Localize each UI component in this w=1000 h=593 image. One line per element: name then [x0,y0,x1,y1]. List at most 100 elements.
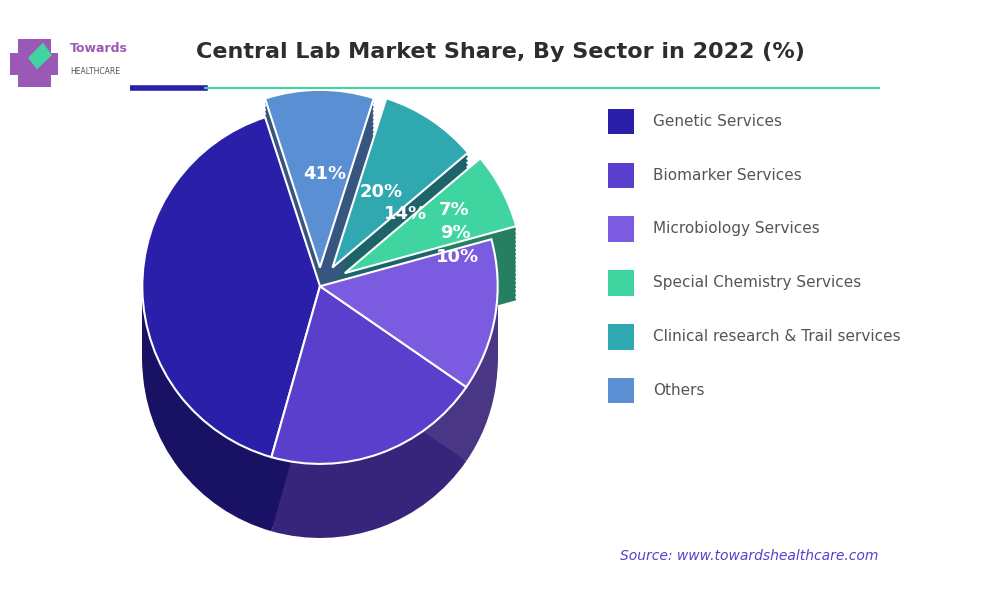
Wedge shape [271,336,466,514]
Wedge shape [265,152,374,329]
Text: 20%: 20% [360,183,403,201]
Wedge shape [265,164,374,342]
Wedge shape [271,340,466,518]
Wedge shape [320,313,498,461]
Wedge shape [320,260,498,407]
Wedge shape [332,127,468,296]
Wedge shape [271,299,466,476]
Wedge shape [142,179,320,519]
Wedge shape [320,305,498,453]
Wedge shape [142,117,320,457]
Wedge shape [320,309,498,457]
FancyBboxPatch shape [608,270,634,296]
Wedge shape [345,208,516,323]
Wedge shape [271,302,466,480]
Wedge shape [265,156,374,333]
Wedge shape [271,307,466,484]
FancyBboxPatch shape [608,378,634,403]
Wedge shape [320,276,498,424]
Wedge shape [332,110,468,280]
Wedge shape [142,183,320,523]
FancyBboxPatch shape [18,39,50,87]
Wedge shape [265,144,374,321]
Wedge shape [345,232,516,347]
Wedge shape [345,212,516,327]
Wedge shape [271,286,466,464]
Wedge shape [345,171,516,285]
Wedge shape [271,327,466,505]
Wedge shape [332,107,468,276]
Wedge shape [320,251,498,400]
Wedge shape [142,138,320,478]
Wedge shape [345,228,516,343]
Wedge shape [345,167,516,282]
Wedge shape [265,127,374,305]
Wedge shape [345,220,516,335]
Wedge shape [345,216,516,331]
Wedge shape [332,156,468,325]
FancyBboxPatch shape [10,53,58,75]
Wedge shape [332,98,468,267]
Text: 10%: 10% [436,248,479,266]
Wedge shape [142,192,320,531]
Wedge shape [265,90,374,267]
Wedge shape [345,187,516,302]
FancyBboxPatch shape [608,162,634,188]
Wedge shape [265,106,374,284]
Wedge shape [345,195,516,310]
Wedge shape [271,356,466,534]
Wedge shape [142,122,320,461]
Wedge shape [271,348,466,525]
Wedge shape [142,154,320,494]
Text: HEALTHCARE: HEALTHCARE [70,66,120,76]
Wedge shape [332,135,468,305]
Wedge shape [271,319,466,497]
Text: Genetic Services: Genetic Services [653,114,782,129]
Wedge shape [142,142,320,482]
Wedge shape [320,285,498,432]
Wedge shape [265,135,374,313]
Wedge shape [320,247,498,396]
Text: Special Chemistry Services: Special Chemistry Services [653,275,861,290]
Text: 9%: 9% [440,224,471,242]
Wedge shape [320,289,498,436]
Wedge shape [345,175,516,289]
Wedge shape [271,323,466,501]
Text: Others: Others [653,383,705,398]
Wedge shape [332,139,468,309]
Wedge shape [345,203,516,318]
Wedge shape [345,158,516,273]
Wedge shape [345,183,516,298]
Wedge shape [271,311,466,489]
Wedge shape [332,148,468,317]
Wedge shape [265,139,374,317]
Wedge shape [320,272,498,420]
Text: 7%: 7% [439,201,470,219]
Wedge shape [265,148,374,325]
Wedge shape [320,297,498,445]
Wedge shape [345,191,516,306]
Wedge shape [320,268,498,416]
Wedge shape [142,171,320,511]
Wedge shape [142,187,320,527]
Wedge shape [332,103,468,272]
Wedge shape [320,264,498,412]
Text: Central Lab Market Share, By Sector in 2022 (%): Central Lab Market Share, By Sector in 2… [196,42,804,62]
Wedge shape [271,352,466,530]
Wedge shape [345,199,516,314]
Wedge shape [142,162,320,502]
Wedge shape [345,162,516,278]
Wedge shape [265,160,374,337]
Wedge shape [271,291,466,468]
Wedge shape [265,131,374,309]
Wedge shape [271,344,466,521]
Wedge shape [142,130,320,470]
Wedge shape [332,123,468,292]
Wedge shape [142,167,320,506]
Text: Microbiology Services: Microbiology Services [653,221,820,237]
Wedge shape [265,119,374,296]
FancyBboxPatch shape [608,109,634,134]
Wedge shape [142,126,320,466]
Polygon shape [28,43,52,69]
Wedge shape [271,295,466,472]
